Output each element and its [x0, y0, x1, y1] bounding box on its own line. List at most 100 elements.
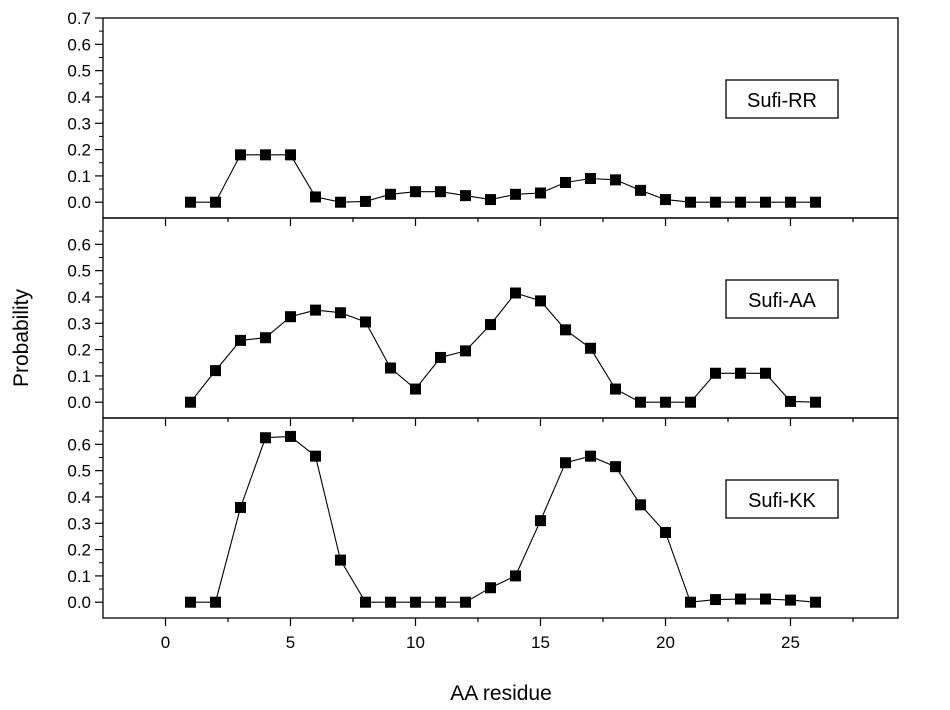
panel-label-box — [725, 479, 839, 519]
panel-label: Sufi-RR — [747, 90, 817, 112]
data-point — [710, 594, 721, 606]
y-tick-label: 0.3 — [67, 114, 91, 133]
data-point — [435, 351, 446, 363]
data-point — [660, 194, 671, 206]
panel-sufi-kk: 0.0 0.1 0.2 0.3 0.4 0.5 0.6 Sufi-KK — [67, 417, 899, 626]
data-point — [210, 596, 221, 608]
series-line — [190, 435, 816, 603]
data-point — [460, 596, 471, 608]
y-tick-label: 0.3 — [67, 514, 91, 533]
data-point — [360, 195, 371, 207]
x-tick-label: 15 — [531, 633, 550, 652]
data-point — [785, 594, 796, 606]
data-point — [210, 365, 221, 377]
data-point — [435, 596, 446, 608]
data-point — [210, 196, 221, 208]
data-point — [185, 596, 196, 608]
data-point — [235, 334, 246, 346]
data-point — [585, 342, 596, 354]
y-tick-label: 0.0 — [67, 593, 91, 612]
data-point — [810, 596, 821, 608]
data-point — [585, 450, 596, 462]
x-tick-label: 10 — [406, 633, 425, 652]
data-point — [335, 554, 346, 566]
data-point — [460, 345, 471, 357]
data-point — [810, 396, 821, 408]
data-point — [260, 149, 271, 161]
data-point — [560, 457, 571, 469]
data-point — [260, 432, 271, 444]
y-tick-label: 0.6 — [67, 35, 91, 54]
data-point — [310, 191, 321, 203]
data-point — [385, 188, 396, 200]
panel-sufi-rr: 0.0 0.1 0.2 0.3 0.4 0.5 0.6 0.7 Sufi-RR — [67, 9, 899, 226]
data-point — [410, 596, 421, 608]
data-point — [560, 176, 571, 188]
data-point — [735, 367, 746, 379]
data-point — [610, 174, 621, 186]
data-point — [310, 450, 321, 462]
y-tick-label: 0.2 — [67, 141, 91, 160]
data-point — [660, 526, 671, 538]
data-point — [660, 396, 671, 408]
data-point — [485, 582, 496, 594]
y-tick-label: 0.6 — [67, 235, 91, 254]
data-point — [485, 319, 496, 331]
panel-label-box — [725, 79, 839, 119]
y-tick-label: 0.5 — [67, 462, 91, 481]
data-point — [485, 194, 496, 206]
data-point — [235, 149, 246, 161]
data-point — [335, 196, 346, 208]
data-point — [435, 186, 446, 198]
data-point — [285, 149, 296, 161]
data-point — [735, 593, 746, 605]
data-point — [360, 596, 371, 608]
data-point — [260, 332, 271, 344]
data-point — [685, 396, 696, 408]
data-point — [285, 430, 296, 442]
y-tick-label: 0.0 — [67, 193, 91, 212]
data-point — [410, 383, 421, 395]
data-point — [760, 196, 771, 208]
data-point — [635, 499, 646, 511]
data-point — [610, 461, 621, 473]
data-point — [535, 295, 546, 307]
y-tick-label: 0.4 — [67, 288, 91, 307]
y-tick-label: 0.1 — [67, 567, 91, 586]
data-point — [760, 367, 771, 379]
y-axis-label: Probability — [10, 288, 33, 387]
data-point — [185, 396, 196, 408]
data-point — [285, 311, 296, 323]
data-point — [810, 196, 821, 208]
y-tick-label: 0.1 — [67, 367, 91, 386]
data-point — [635, 184, 646, 196]
data-point — [385, 596, 396, 608]
plot-area: 0.0 0.1 0.2 0.3 0.4 0.5 0.6 0.7 Sufi-RR 0.0 0.1 0.2… — [67, 9, 899, 652]
data-point — [685, 596, 696, 608]
data-point — [460, 190, 471, 202]
data-point — [610, 383, 621, 395]
x-axis-label: AA residue — [450, 682, 552, 705]
x-tick-label: 0 — [161, 633, 170, 652]
panel-label: Sufi-AA — [748, 290, 816, 312]
data-point — [685, 196, 696, 208]
data-point — [585, 173, 596, 185]
data-point — [560, 324, 571, 336]
data-point — [535, 187, 546, 199]
data-point — [635, 396, 646, 408]
series-line — [190, 292, 816, 403]
data-point — [510, 188, 521, 200]
y-tick-label: 0.3 — [67, 314, 91, 333]
y-tick-label: 0.0 — [67, 393, 91, 412]
y-tick-label: 0.1 — [67, 167, 91, 186]
x-tick-label: 5 — [286, 633, 295, 652]
y-tick-label: 0.5 — [67, 62, 91, 81]
data-point — [510, 570, 521, 582]
y-tick-label: 0.2 — [67, 541, 91, 560]
data-point — [735, 196, 746, 208]
y-tick-label: 0.4 — [67, 88, 91, 107]
data-point — [785, 395, 796, 407]
y-tick-label: 0.6 — [67, 435, 91, 454]
data-point — [535, 515, 546, 527]
